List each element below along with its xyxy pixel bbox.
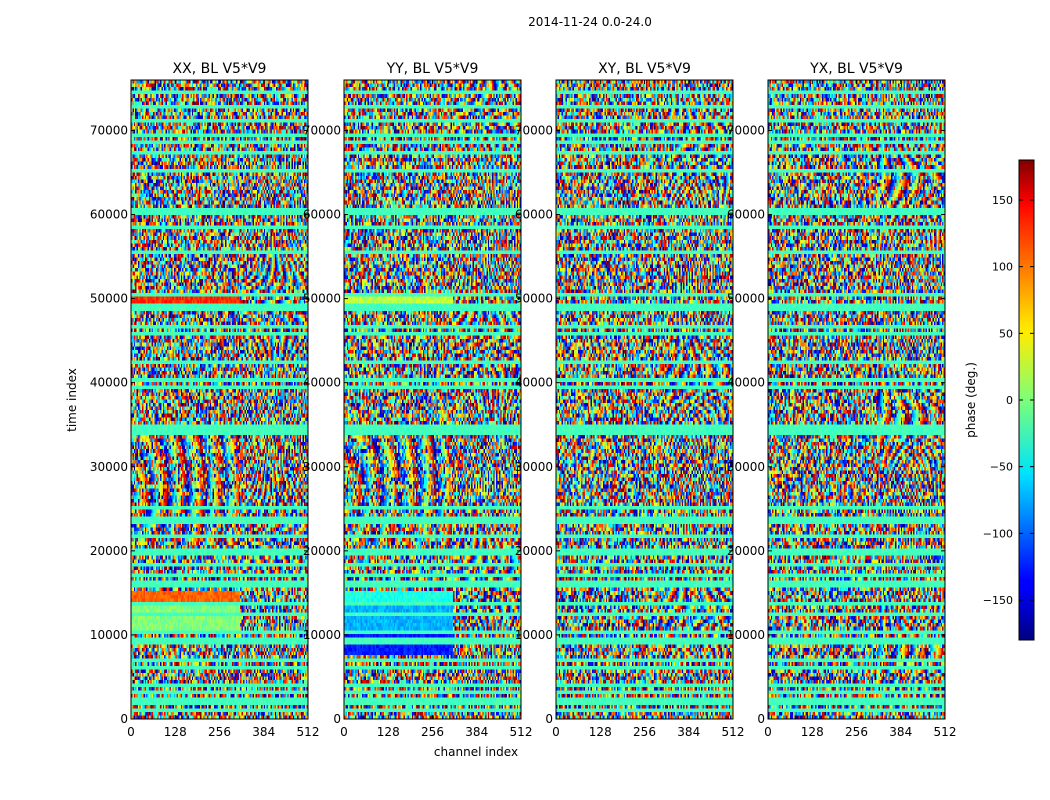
x-tick-label: 128 — [801, 725, 824, 739]
y-tick-label: 0 — [120, 712, 128, 726]
y-tick-label: 10000 — [515, 628, 553, 642]
y-tick-label: 10000 — [727, 628, 765, 642]
y-tick-label: 30000 — [727, 460, 765, 474]
x-tick-label: 384 — [252, 725, 275, 739]
y-axis-label: time index — [65, 368, 79, 432]
y-tick-label: 20000 — [515, 544, 553, 558]
y-tick-label: 20000 — [90, 544, 128, 558]
y-tick-label: 40000 — [515, 376, 553, 390]
y-tick-label: 10000 — [90, 628, 128, 642]
x-tick-label: 0 — [340, 725, 348, 739]
heatmap-image-yx — [768, 80, 945, 719]
colorbar-label: phase (deg.) — [964, 362, 978, 438]
colorbar-tick-label: −50 — [990, 461, 1013, 474]
panel-title: XX, BL V5*V9 — [173, 61, 267, 77]
y-tick-label: 40000 — [303, 376, 341, 390]
y-tick-label: 20000 — [303, 544, 341, 558]
y-tick-label: 30000 — [90, 460, 128, 474]
panel-yy: YY, BL V5*V9 0 128 256 384 512 0 10000 20000 3000… — [303, 61, 533, 739]
y-tick-label: 0 — [757, 712, 765, 726]
y-tick-label: 20000 — [727, 544, 765, 558]
panel-title: YX, BL V5*V9 — [809, 61, 903, 77]
x-tick-label: 384 — [677, 725, 700, 739]
x-tick-label: 256 — [421, 725, 444, 739]
y-tick-label: 60000 — [515, 208, 553, 222]
x-tick-label: 256 — [208, 725, 231, 739]
colorbar-ticks: 150 100 50 0 −50 −100 −150 — [983, 194, 1034, 607]
x-tick-label: 0 — [127, 725, 135, 739]
x-tick-label: 512 — [510, 725, 533, 739]
panels-group: XX, BL V5*V9 0 128 256 384 512 0 10000 20000 3000… — [90, 61, 957, 739]
x-tick-label: 512 — [297, 725, 320, 739]
x-tick-label: 384 — [465, 725, 488, 739]
colorbar-tick-label: −100 — [983, 527, 1013, 540]
colorbar: 150 100 50 0 −50 −100 −150 phase (deg.) — [964, 159, 1035, 641]
y-tick-label: 50000 — [90, 292, 128, 306]
y-tick-label: 70000 — [727, 123, 765, 137]
panel-xx: XX, BL V5*V9 0 128 256 384 512 0 10000 20000 3000… — [90, 61, 320, 739]
y-tick-label: 10000 — [303, 628, 341, 642]
x-tick-label: 512 — [722, 725, 745, 739]
x-tick-label: 384 — [889, 725, 912, 739]
y-tick-label: 60000 — [727, 208, 765, 222]
y-tick-label: 0 — [333, 712, 341, 726]
colorbar-tick-label: 50 — [999, 327, 1013, 340]
heatmap-image-xx — [131, 80, 308, 719]
y-tick-label: 40000 — [727, 376, 765, 390]
heatmap-image-yy — [344, 80, 521, 719]
y-tick-label: 70000 — [515, 123, 553, 137]
y-tick-label: 0 — [545, 712, 553, 726]
x-tick-label: 256 — [633, 725, 656, 739]
x-tick-label: 512 — [934, 725, 957, 739]
y-tick-label: 30000 — [303, 460, 341, 474]
colorbar-tick-label: 0 — [1006, 394, 1013, 407]
colorbar-tick-label: 150 — [992, 194, 1013, 207]
figure-title: 2014-11-24 0.0-24.0 — [528, 15, 652, 29]
x-tick-label: 256 — [845, 725, 868, 739]
panel-title: XY, BL V5*V9 — [598, 61, 691, 77]
y-tick-label: 60000 — [90, 208, 128, 222]
colorbar-tick-label: 100 — [992, 261, 1013, 274]
x-tick-label: 128 — [589, 725, 612, 739]
y-tick-label: 50000 — [727, 292, 765, 306]
x-axis-label: channel index — [434, 745, 518, 759]
colorbar-tick-label: −150 — [983, 594, 1013, 607]
y-tick-label: 60000 — [303, 208, 341, 222]
heatmap-image-xy — [556, 80, 733, 719]
x-tick-label: 128 — [164, 725, 187, 739]
x-tick-label: 0 — [552, 725, 560, 739]
y-tick-label: 50000 — [303, 292, 341, 306]
panel-title: YY, BL V5*V9 — [386, 61, 479, 77]
y-tick-label: 40000 — [90, 376, 128, 390]
y-tick-label: 50000 — [515, 292, 553, 306]
panel-yx: YX, BL V5*V9 0 128 256 384 512 0 10000 20000 3000… — [727, 61, 957, 739]
panel-xy: XY, BL V5*V9 0 128 256 384 512 0 10000 20000 3000… — [515, 61, 745, 739]
x-tick-label: 128 — [377, 725, 400, 739]
y-tick-label: 30000 — [515, 460, 553, 474]
x-tick-label: 0 — [764, 725, 772, 739]
y-tick-label: 70000 — [90, 123, 128, 137]
y-tick-label: 70000 — [303, 123, 341, 137]
